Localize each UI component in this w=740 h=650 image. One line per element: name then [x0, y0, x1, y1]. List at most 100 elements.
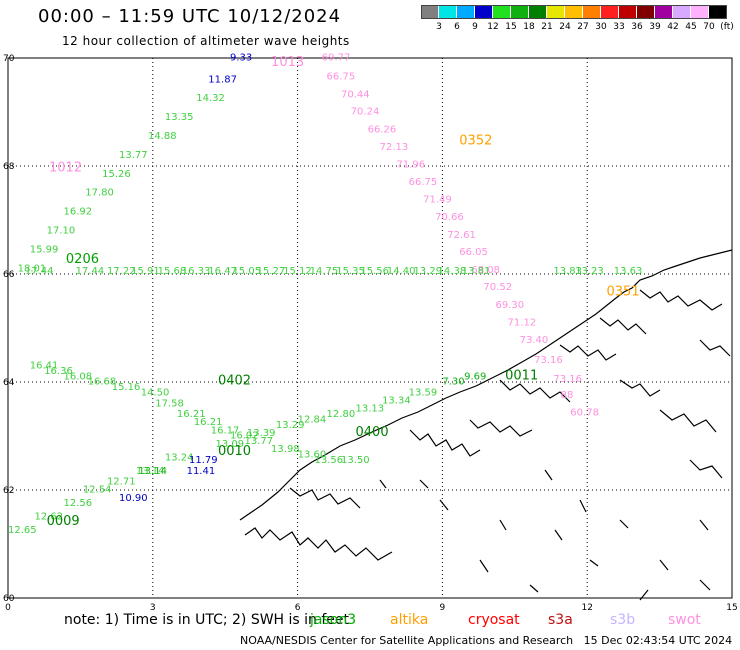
pass-time-labels: 1013 1012 0352 0206 0402 0011 0010 0009 0400 0351	[47, 55, 640, 529]
wave-height-value: 69.30	[495, 300, 524, 311]
wave-height-value: 13.81	[462, 266, 491, 277]
legend-label: 70	[703, 22, 715, 32]
legend-swatch	[691, 5, 708, 19]
wave-height-value: 12.84	[298, 415, 327, 426]
wave-height-value: 11.79	[189, 455, 218, 466]
wave-height-value: 15.91	[131, 266, 160, 277]
wave-height-value: 17.10	[47, 226, 76, 237]
wave-height-value: 14.75	[310, 266, 339, 277]
wave-height-value: 17.80	[85, 188, 114, 199]
wave-height-value: 13.24	[165, 452, 194, 463]
legend-swatch	[475, 5, 492, 19]
legend-label: 21	[541, 22, 553, 32]
wave-height-value: 66.75	[327, 72, 356, 83]
satellite-name: cryosat	[468, 612, 520, 628]
axis-ticks: 0 3 6 9 12 15 60 62 64 66 68 70	[3, 54, 738, 613]
y-tick-label: 60	[3, 594, 15, 604]
wave-height-value: 16.92	[64, 207, 93, 218]
wave-height-value: 14.88	[148, 131, 177, 142]
wave-height-value: 70.52	[483, 282, 512, 293]
wave-height-value: 70.66	[435, 212, 464, 223]
wave-height-value: 15.99	[30, 244, 59, 255]
legend-label: 6	[454, 22, 460, 32]
wave-height-value: 71.12	[508, 317, 537, 328]
y-tick-label: 64	[3, 378, 15, 388]
wave-height-value: 66.26	[368, 125, 397, 136]
legend-label: 18	[523, 22, 535, 32]
wave-height-value: 13.34	[382, 396, 411, 407]
wave-height-value: 15.68	[158, 266, 187, 277]
wave-height-value: 13.77	[245, 436, 274, 447]
x-tick-label: 6	[295, 603, 301, 613]
legend-swatch	[439, 5, 456, 19]
wave-height-values: 69.77 66.75 70.44 70.24 66.26 72.13 71.96 66.75…	[8, 53, 642, 537]
wave-height-value: 16.02	[230, 431, 259, 442]
wave-height-value: 15.16	[112, 382, 141, 393]
satellite-name: jason3	[310, 612, 357, 628]
pass-time-label: 0011	[505, 368, 538, 383]
wave-height-value: 13.59	[409, 388, 438, 399]
pass-time-label: 0400	[356, 425, 389, 440]
wave-height-value: 88	[561, 390, 574, 401]
x-tick-label: 3	[150, 603, 156, 613]
satellite-name: s3b	[610, 612, 636, 628]
wave-height-value: 13.50	[341, 455, 370, 466]
wave-height-value: 60.78	[570, 407, 599, 418]
wave-height-value: 13.29	[276, 420, 305, 431]
wave-height-value: 16.36	[44, 366, 73, 377]
wave-height-value: 72.61	[447, 230, 476, 241]
map-title: 00:00 – 11:59 UTC 10/12/2024	[38, 6, 342, 27]
wave-height-value: 66.05	[459, 247, 488, 258]
legend-label: 30	[595, 22, 607, 32]
wave-height-value: 70.44	[341, 89, 370, 100]
pass-time-label: 0352	[459, 133, 492, 148]
wave-height-value: 16.68	[88, 377, 117, 388]
y-tick-label: 68	[3, 162, 15, 172]
wave-height-value: 17.44	[25, 266, 54, 277]
wave-height-value: 71.49	[423, 195, 452, 206]
pass-time-label: 0010	[218, 444, 251, 459]
wave-height-value: 66.75	[409, 177, 438, 188]
legend-swatch	[547, 5, 564, 19]
wave-height-value: 15.56	[360, 266, 389, 277]
legend-label: 9	[472, 22, 478, 32]
wave-height-value: 15.26	[102, 169, 131, 180]
y-tick-label: 70	[3, 54, 15, 64]
wave-height-value: 16.08	[64, 371, 93, 382]
wave-height-value: 15.35	[336, 266, 365, 277]
note-text: note: 1) Time is in UTC; 2) SWH is in fe…	[64, 612, 350, 628]
wave-height-value: 16.21	[194, 417, 223, 428]
wave-height-value: 9.69	[464, 371, 486, 382]
x-tick-label: 15	[726, 603, 737, 613]
wave-height-value: 7.30	[442, 377, 464, 388]
wave-height-value: 17.44	[76, 266, 105, 277]
wave-height-value: 12.54	[83, 485, 112, 496]
map-grid	[8, 58, 732, 598]
wave-height-value: 15.05	[232, 266, 261, 277]
wave-height-value: 15.27	[257, 266, 286, 277]
pass-time-label: 0206	[66, 252, 99, 267]
wave-height-value: 16.41	[30, 361, 59, 372]
wave-height-value: 14.38	[438, 266, 467, 277]
wave-height-value: 73.16	[534, 355, 563, 366]
wave-height-value: 13.56	[314, 455, 343, 466]
legend-swatch	[673, 5, 690, 19]
wave-height-value: 12.80	[327, 409, 356, 420]
legend-label: 15	[505, 22, 517, 32]
wave-height-value: 70.24	[351, 107, 380, 118]
wave-height-value: 13.39	[247, 428, 276, 439]
legend-label: 36	[631, 22, 643, 32]
legend-swatch	[457, 5, 474, 19]
legend-swatch	[655, 5, 672, 19]
wave-height-value: 14.32	[196, 93, 225, 104]
wave-height-value: 72.13	[380, 142, 409, 153]
pass-time-label: 1013	[271, 55, 304, 70]
wave-height-value: 13.13	[356, 404, 385, 415]
wave-height-value: 16.33	[182, 266, 211, 277]
legend-swatch	[565, 5, 582, 19]
coastline	[239, 249, 733, 601]
legend-swatch	[637, 5, 654, 19]
legend-swatch	[619, 5, 636, 19]
wave-height-value: 16.47	[208, 266, 237, 277]
